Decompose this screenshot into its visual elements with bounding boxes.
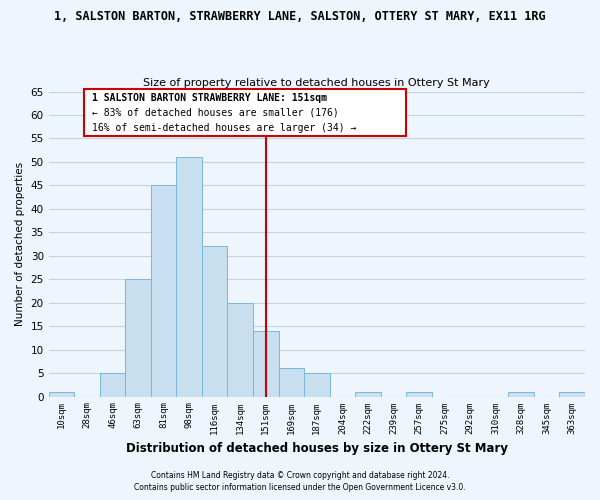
- Bar: [355, 392, 380, 396]
- Text: ← 83% of detached houses are smaller (176): ← 83% of detached houses are smaller (17…: [92, 108, 339, 118]
- Text: 16% of semi-detached houses are larger (34) →: 16% of semi-detached houses are larger (…: [92, 123, 356, 133]
- X-axis label: Distribution of detached houses by size in Ottery St Mary: Distribution of detached houses by size …: [126, 442, 508, 455]
- Bar: [253, 331, 278, 396]
- Bar: [100, 373, 125, 396]
- Bar: [176, 157, 202, 396]
- Bar: [278, 368, 304, 396]
- Bar: [304, 373, 329, 396]
- Text: 1 SALSTON BARTON STRAWBERRY LANE: 151sqm: 1 SALSTON BARTON STRAWBERRY LANE: 151sqm: [92, 93, 327, 103]
- Bar: [49, 392, 74, 396]
- Bar: [125, 279, 151, 396]
- Text: 1, SALSTON BARTON, STRAWBERRY LANE, SALSTON, OTTERY ST MARY, EX11 1RG: 1, SALSTON BARTON, STRAWBERRY LANE, SALS…: [54, 10, 546, 23]
- Bar: [202, 246, 227, 396]
- FancyBboxPatch shape: [85, 89, 406, 136]
- Bar: [559, 392, 585, 396]
- Bar: [508, 392, 534, 396]
- Bar: [227, 302, 253, 396]
- Bar: [406, 392, 432, 396]
- Y-axis label: Number of detached properties: Number of detached properties: [15, 162, 25, 326]
- Title: Size of property relative to detached houses in Ottery St Mary: Size of property relative to detached ho…: [143, 78, 490, 88]
- Bar: [151, 186, 176, 396]
- Text: Contains HM Land Registry data © Crown copyright and database right 2024.
Contai: Contains HM Land Registry data © Crown c…: [134, 471, 466, 492]
